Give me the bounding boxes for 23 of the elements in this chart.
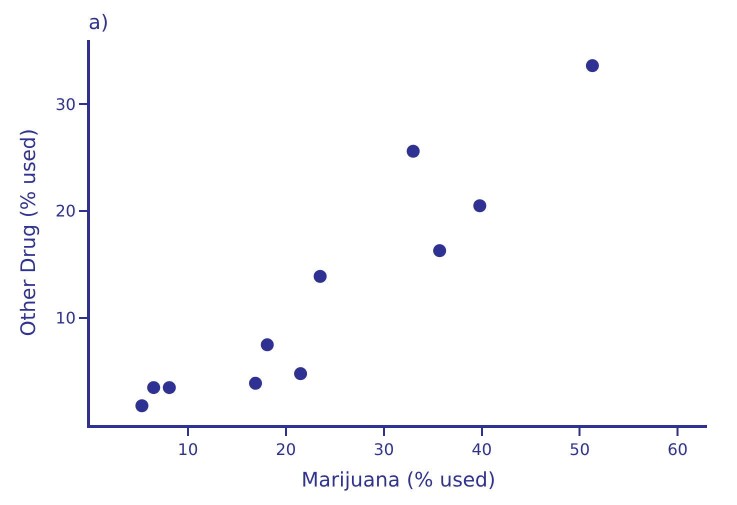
point <box>294 367 308 380</box>
point <box>314 270 327 283</box>
point <box>433 244 446 258</box>
point <box>406 144 420 158</box>
y-axis-title: Other Drug (% used) <box>16 128 40 336</box>
point <box>147 381 160 394</box>
point <box>135 399 148 412</box>
x-tick-label: 60 <box>667 440 688 460</box>
x-tick-label: 10 <box>178 440 198 460</box>
point <box>586 59 599 72</box>
x-tick-label: 20 <box>276 440 296 460</box>
x-tick-label: 50 <box>570 440 590 460</box>
point <box>249 376 262 390</box>
point <box>473 199 486 212</box>
y-tick-label: 30 <box>55 94 76 114</box>
point <box>260 338 274 352</box>
x-axis-title: Marijuana (% used) <box>301 468 496 492</box>
x-tick-label: 40 <box>472 440 492 460</box>
chart-title: a) <box>88 10 109 34</box>
x-tick-label: 30 <box>374 440 394 460</box>
point <box>162 381 176 394</box>
y-tick-label: 10 <box>55 308 76 328</box>
y-tick-label: 20 <box>55 202 76 221</box>
